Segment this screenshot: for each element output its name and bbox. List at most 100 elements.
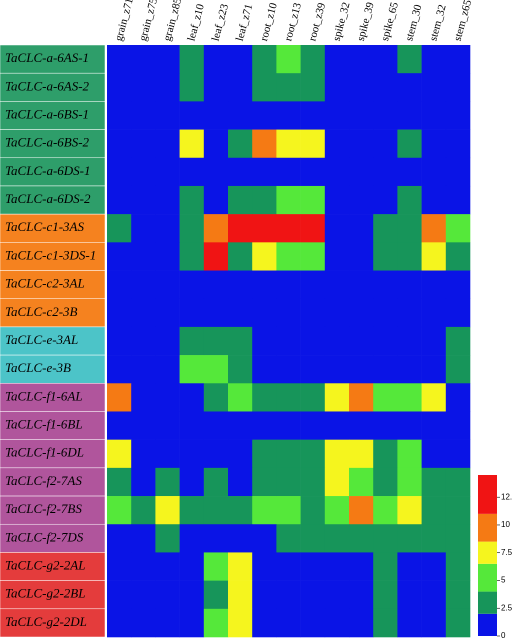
heat-cell	[300, 580, 326, 610]
heat-cell	[131, 524, 156, 553]
heat-cell	[276, 157, 301, 187]
row-group-band	[0, 129, 106, 159]
heat-cell	[373, 129, 398, 159]
heat-cell	[445, 411, 471, 440]
heat-cell	[107, 214, 132, 243]
heat-cell	[349, 326, 374, 356]
heat-cell	[131, 411, 156, 440]
heat-cell	[397, 411, 422, 440]
heat-cell	[107, 129, 132, 159]
heat-cell	[276, 496, 301, 525]
row-label: TaCLC-c1-3AS	[5, 219, 84, 234]
column-label: leaf_z71	[234, 3, 255, 43]
heat-cell	[373, 552, 398, 581]
heat-cell	[349, 439, 374, 469]
heat-cell	[300, 185, 326, 215]
heat-cell	[228, 185, 253, 215]
heat-cell	[397, 73, 422, 102]
heat-cell	[349, 73, 374, 102]
heat-cell	[252, 298, 277, 328]
heat-cell	[179, 608, 205, 638]
heat-cell	[397, 242, 422, 271]
heat-cell	[179, 411, 205, 440]
row-group-band	[0, 101, 106, 130]
heat-cell	[228, 45, 253, 74]
heat-cell	[107, 467, 132, 497]
heat-cell	[373, 45, 398, 74]
heat-cell	[252, 214, 277, 243]
heat-cell	[276, 185, 301, 215]
heat-cell	[276, 552, 301, 581]
heat-cell	[300, 45, 326, 74]
heat-cell	[349, 383, 374, 412]
row-group-band	[0, 354, 106, 384]
heat-cell	[276, 580, 301, 610]
heat-cell	[300, 298, 326, 328]
heat-cell	[421, 326, 447, 356]
heat-cell	[155, 411, 180, 440]
heat-cell	[155, 496, 180, 525]
colorbar-tick-label: 7.5	[501, 548, 512, 557]
heat-cell	[155, 298, 180, 328]
heat-cell	[300, 101, 326, 130]
heat-cell	[373, 411, 398, 440]
row-group-band	[0, 213, 106, 243]
heat-cell	[324, 411, 350, 440]
heat-cell	[155, 355, 180, 384]
heat-cell	[373, 157, 398, 187]
column-label: grain_z75	[137, 0, 160, 42]
heat-cell	[107, 101, 132, 130]
row-label: TaCLC-f1-6AL	[5, 388, 83, 403]
column-label: spike_39	[355, 0, 377, 42]
row-label: TaCLC-a-6DS-2	[5, 191, 91, 206]
heat-cell	[179, 524, 205, 553]
column-label: root_z10	[258, 1, 280, 42]
heat-cell	[228, 270, 253, 300]
heat-cell	[421, 129, 447, 159]
heat-cell	[276, 383, 301, 412]
heat-cell	[203, 496, 229, 525]
column-label: stem_32	[427, 3, 448, 42]
heat-cell	[179, 157, 205, 187]
heat-cell	[324, 580, 350, 610]
heat-cell	[421, 467, 447, 497]
column-label: grain_z71	[113, 0, 136, 42]
heat-cell	[300, 552, 326, 581]
heat-cell	[107, 157, 132, 187]
heat-cell	[203, 326, 229, 356]
heat-cell	[445, 270, 471, 300]
heat-cell	[131, 580, 156, 610]
column-label: leaf_z10	[185, 2, 207, 42]
heat-cell	[397, 355, 422, 384]
heat-cell	[445, 298, 471, 328]
row-group-band	[0, 552, 106, 581]
row-label: TaCLC-a-6AS-2	[5, 78, 90, 93]
heat-cell	[349, 270, 374, 300]
heat-cell	[203, 270, 229, 300]
row-group-band	[0, 270, 106, 299]
row-group-band	[0, 411, 106, 440]
heat-cell	[107, 298, 132, 328]
heat-cell	[203, 185, 229, 215]
heat-cell	[155, 439, 180, 469]
heat-cell	[349, 214, 374, 243]
heat-cell	[252, 496, 277, 525]
heat-cell	[179, 580, 205, 610]
heat-cell	[373, 270, 398, 300]
heat-cell	[228, 298, 253, 328]
heat-cell	[228, 355, 253, 384]
heat-cell	[203, 214, 229, 243]
row-group-band	[0, 383, 106, 412]
colorbar-tick-label: 5	[501, 576, 506, 585]
heat-cell	[397, 270, 422, 300]
heat-cell	[179, 383, 205, 412]
heat-cell	[397, 552, 422, 581]
heat-cell	[107, 439, 132, 469]
heat-cell	[203, 411, 229, 440]
column-label: leaf_z23	[210, 2, 232, 42]
row-label: TaCLC-f2-7AS	[5, 473, 82, 488]
heat-cell	[300, 383, 326, 412]
column-label: spike_32	[331, 1, 353, 42]
heat-cell	[276, 439, 301, 469]
colorbar-segment	[478, 563, 497, 592]
